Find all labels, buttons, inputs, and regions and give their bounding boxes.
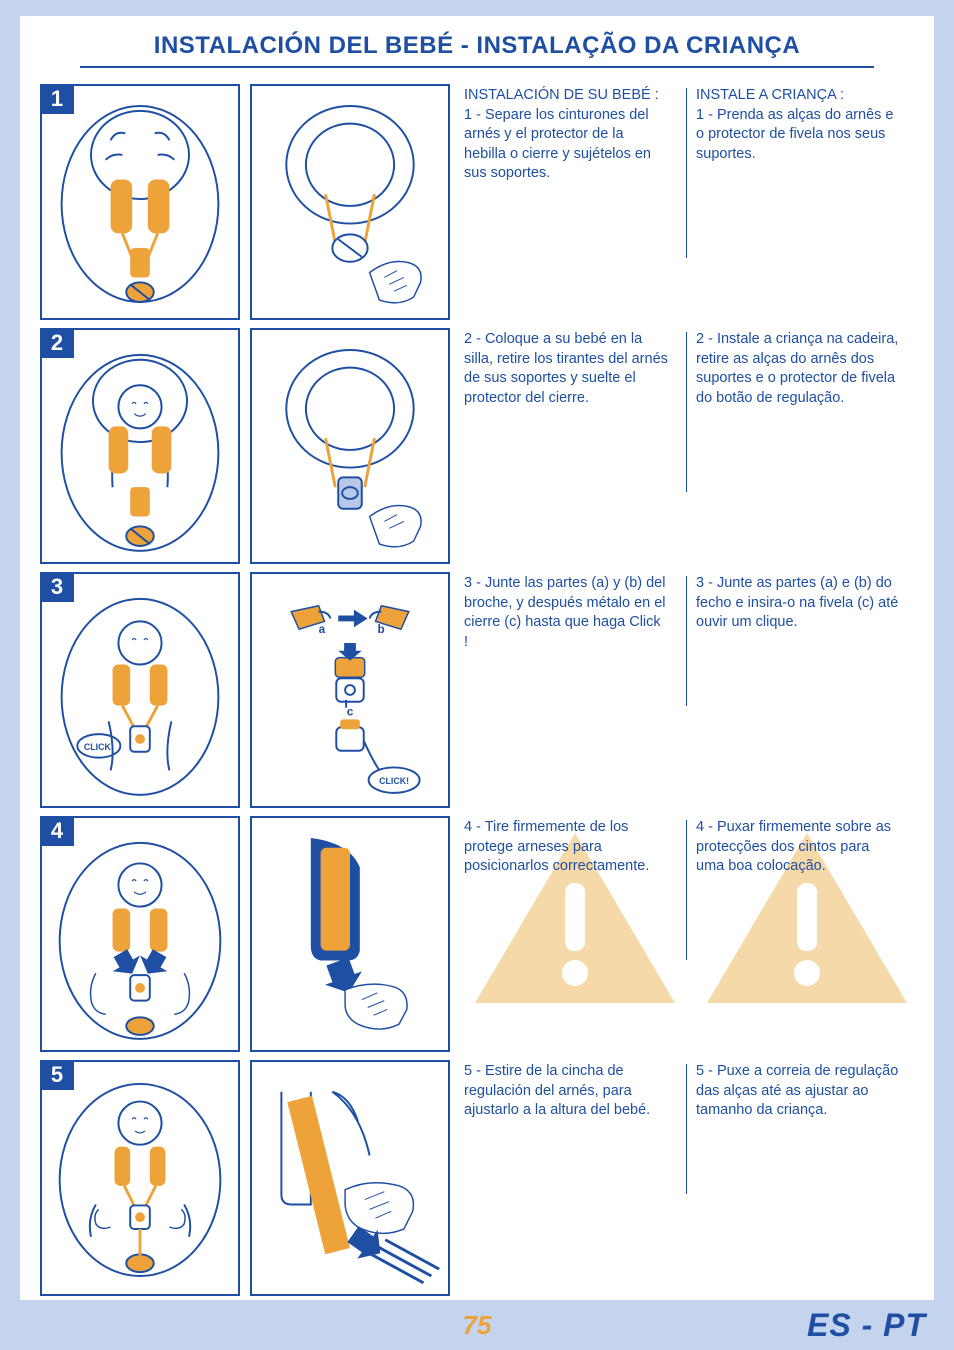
step-badge-2: 2	[40, 328, 74, 358]
column-divider	[686, 332, 687, 492]
diagram-row-5: 5	[40, 1060, 450, 1296]
diagram-5b	[250, 1060, 450, 1296]
click-label-2: CLICK!	[379, 776, 409, 786]
diagram-4a: 4	[40, 816, 240, 1052]
seat-baby-illustration	[42, 330, 238, 562]
diagrams-column: 1	[40, 84, 450, 1296]
diagram-3a: 3 CLICK!	[40, 572, 240, 808]
title-underline	[80, 66, 874, 68]
pt-heading: INSTALE A CRIANÇA :	[696, 86, 900, 106]
label-c: c	[347, 705, 354, 718]
pt-step-4: 4 - Puxar firmemente sobre as protecções…	[692, 816, 904, 877]
hand-illustration	[252, 86, 448, 318]
label-a: a	[319, 623, 326, 636]
pt-step-5: 5 - Puxe a correia de regulação das alça…	[692, 1060, 904, 1121]
pt-step-1: 1 - Prenda as alças do arnês e o protect…	[696, 106, 900, 165]
strap-pull-illustration	[252, 818, 448, 1050]
step-badge-3: 3	[40, 572, 74, 602]
diagram-2b	[250, 328, 450, 564]
seat-adjust-illustration	[42, 1062, 238, 1294]
step-badge-5: 5	[40, 1060, 74, 1090]
es-step-2: 2 - Coloque a su bebé en la silla, retir…	[460, 328, 672, 408]
column-divider	[686, 1064, 687, 1194]
manual-page: INSTALACIÓN DEL BEBÉ - INSTALAÇÃO DA CRI…	[20, 16, 934, 1300]
es-step-5: 5 - Estire de la cincha de regulación de…	[460, 1060, 672, 1121]
footer-bar: 75 ES - PT	[0, 1300, 954, 1350]
page-number: 75	[463, 1310, 492, 1341]
buckle-parts-illustration: a b c	[252, 574, 448, 806]
page-title: INSTALACIÓN DEL BEBÉ - INSTALAÇÃO DA CRI…	[40, 32, 914, 60]
es-step-3: 3 - Junte las partes (a) y (b) del broch…	[460, 572, 672, 652]
hand-close-illustration	[252, 330, 448, 562]
seat-buckle-illustration: CLICK!	[42, 574, 238, 806]
content-grid: 1	[40, 84, 914, 1296]
label-b: b	[377, 623, 384, 636]
seat-tighten-illustration	[42, 818, 238, 1050]
text-col-pt: INSTALE A CRIANÇA : 1 - Prenda as alças …	[682, 84, 914, 1296]
diagram-4b	[250, 816, 450, 1052]
es-step-1: 1 - Separe los cinturones del arnés y el…	[464, 106, 668, 184]
diagram-1a: 1	[40, 84, 240, 320]
language-label: ES - PT	[807, 1307, 926, 1344]
pt-step-2: 2 - Instale a criança na cadeira, retire…	[692, 328, 904, 408]
diagram-row-2: 2	[40, 328, 450, 564]
column-divider	[686, 88, 687, 258]
step-badge-1: 1	[40, 84, 74, 114]
click-label: CLICK!	[84, 742, 114, 752]
column-divider	[686, 576, 687, 706]
strap-adjust-illustration	[252, 1062, 448, 1294]
es-heading: INSTALACIÓN DE SU BEBÉ :	[464, 86, 668, 106]
diagram-5a: 5	[40, 1060, 240, 1296]
diagram-row-1: 1	[40, 84, 450, 320]
text-columns: INSTALACIÓN DE SU BEBÉ : 1 - Separe los …	[450, 84, 914, 1296]
arrow-icon	[338, 610, 367, 628]
step-badge-4: 4	[40, 816, 74, 846]
diagram-row-3: 3 CLICK!	[40, 572, 450, 808]
diagram-row-4: 4	[40, 816, 450, 1052]
seat-illustration	[42, 86, 238, 318]
pt-step-3: 3 - Junte as partes (a) e (b) do fecho e…	[692, 572, 904, 633]
diagram-1b	[250, 84, 450, 320]
diagram-3b: a b c	[250, 572, 450, 808]
text-col-es: INSTALACIÓN DE SU BEBÉ : 1 - Separe los …	[450, 84, 682, 1296]
diagram-2a: 2	[40, 328, 240, 564]
column-divider	[686, 820, 687, 960]
es-step-4: 4 - Tire firmemente de los protege arnes…	[460, 816, 672, 877]
